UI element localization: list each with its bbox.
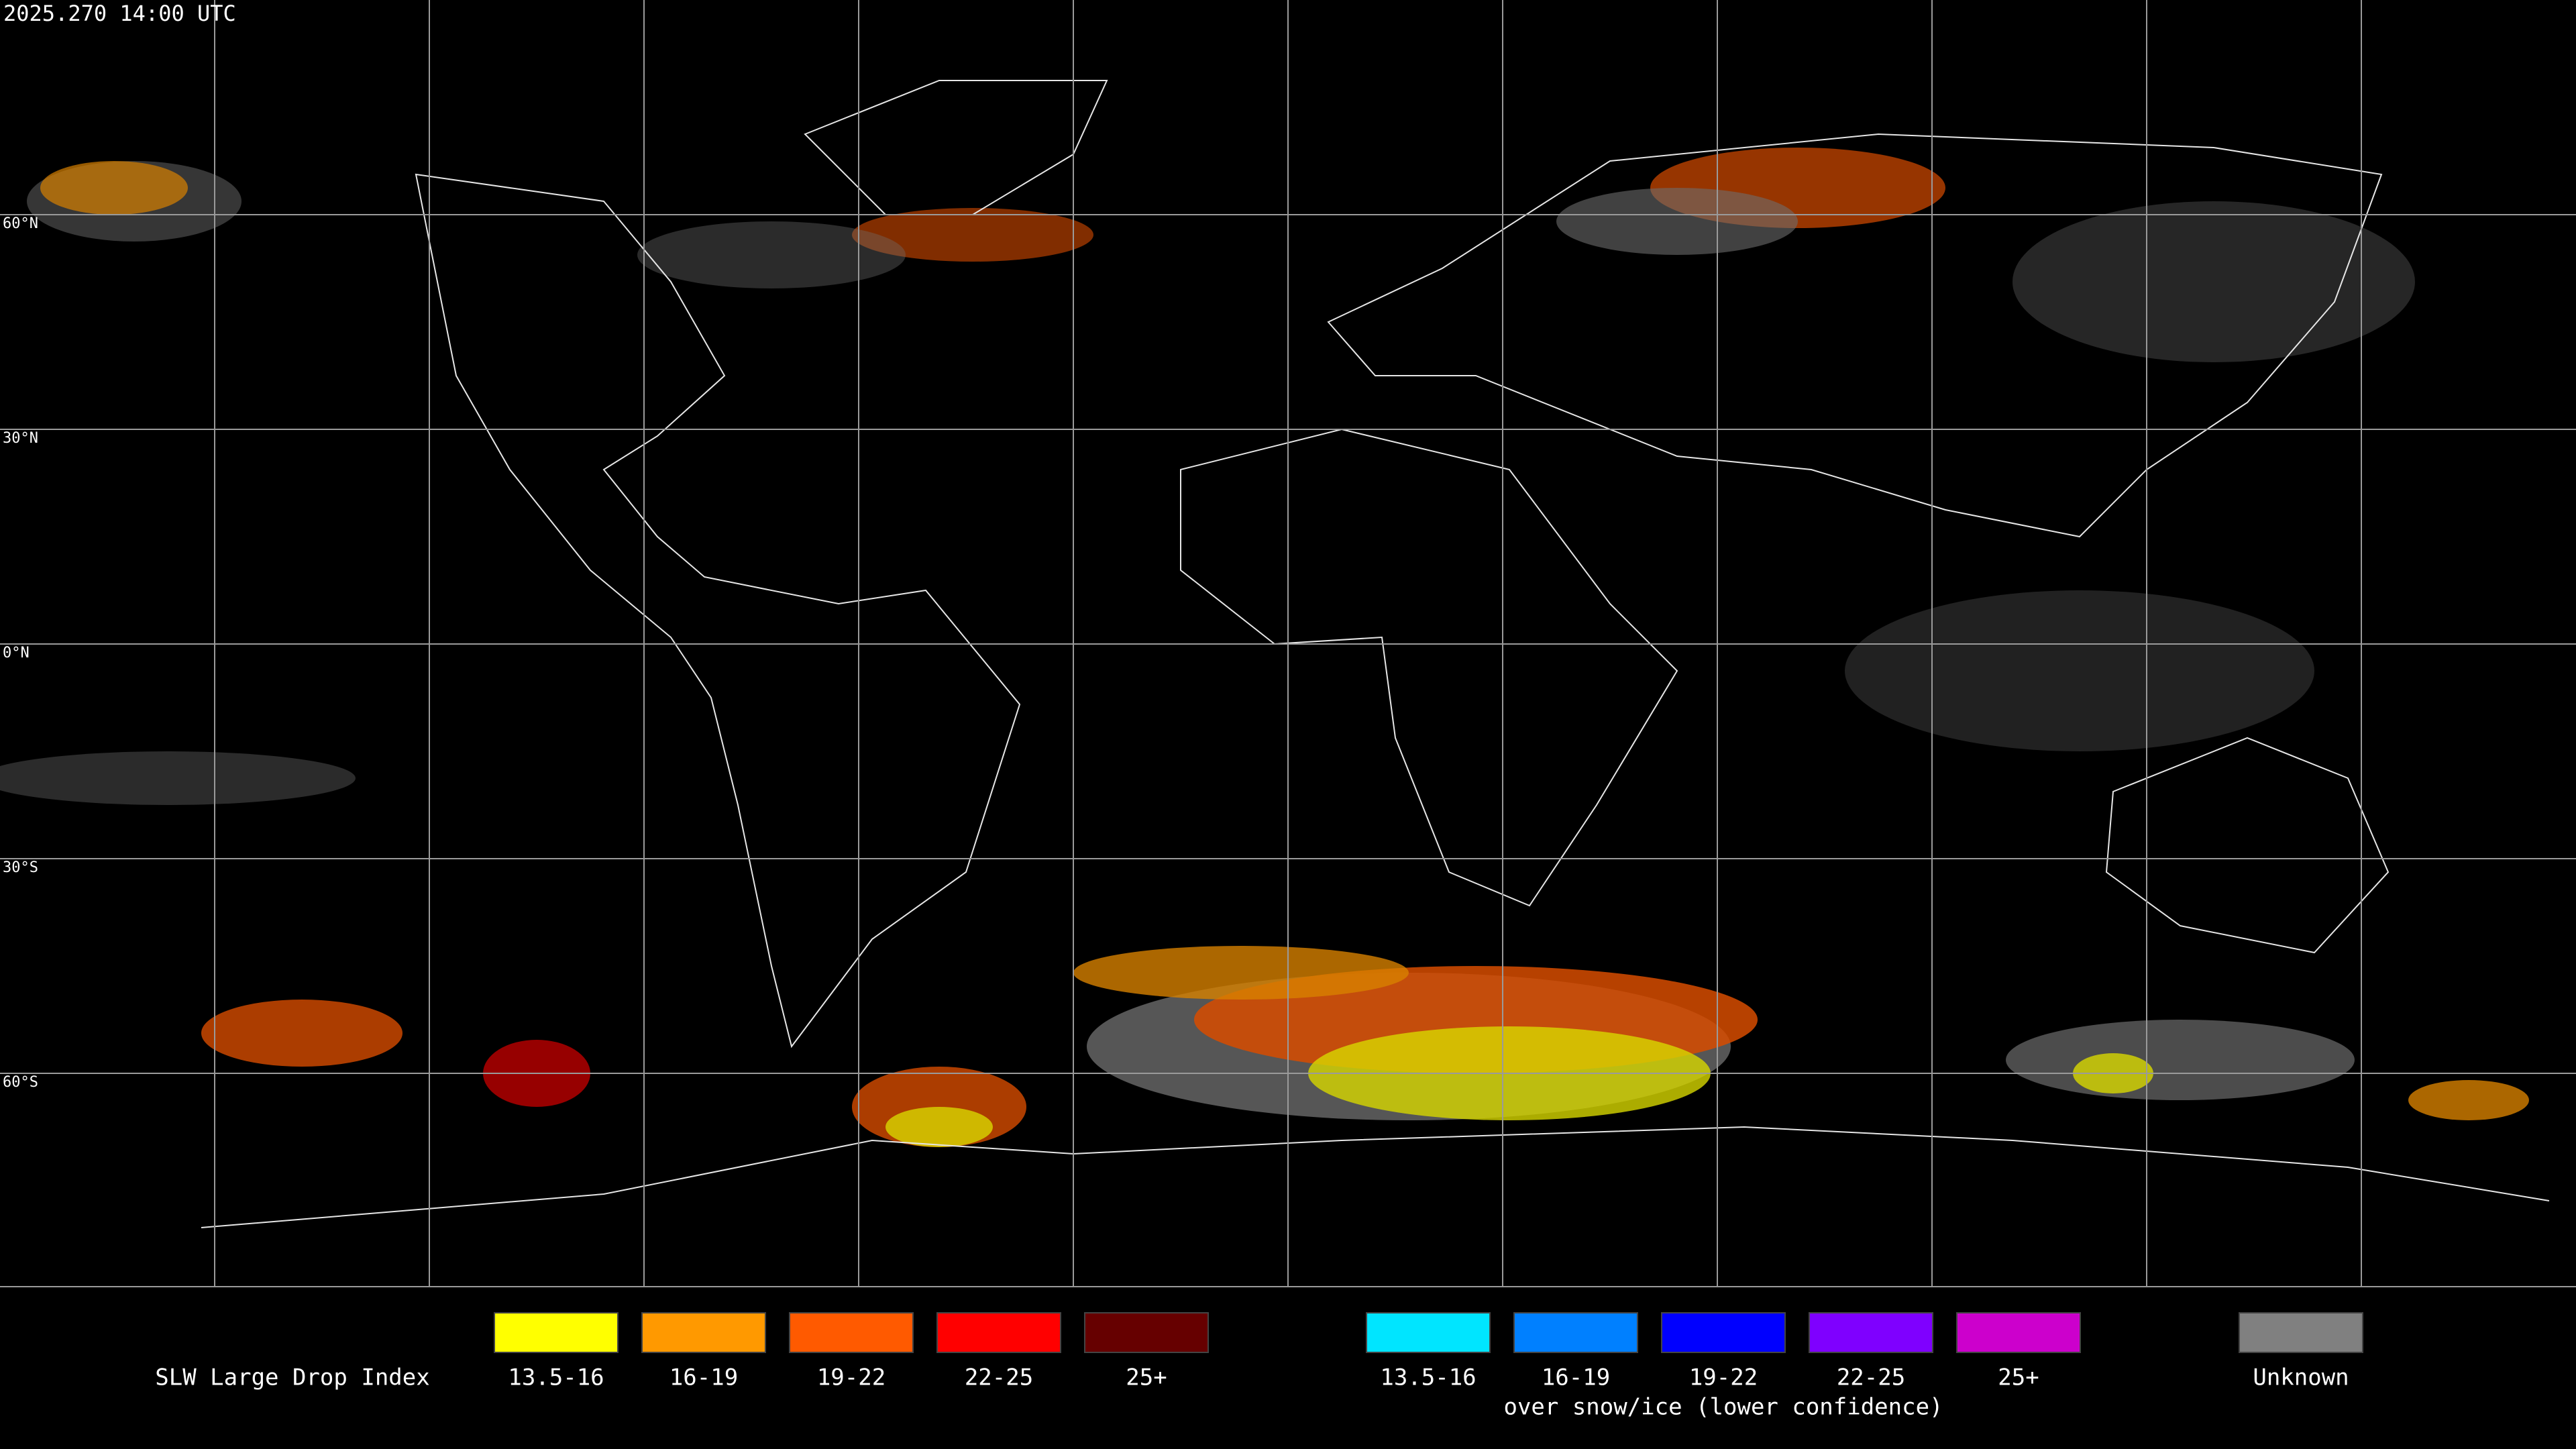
legend-label: 19-22: [817, 1364, 885, 1391]
imagery: [0, 148, 2529, 1147]
latitude-label: 0°N: [3, 645, 30, 661]
latitude-label: 30°S: [3, 859, 38, 876]
map: 60°N 30°N 0°N 30°S 60°S: [0, 0, 2576, 1287]
legend-swatch: [1366, 1312, 1491, 1353]
legend-swatch: [1513, 1312, 1638, 1353]
legend-label: 22-25: [1837, 1364, 1905, 1391]
legend-label: 25+: [1998, 1364, 2039, 1391]
graticule: 60°N 30°N 0°N 30°S 60°S: [0, 0, 2576, 1287]
latitude-label: 30°N: [3, 430, 38, 447]
legend-label: Unknown: [2253, 1364, 2349, 1391]
legend-label: 16-19: [1542, 1364, 1610, 1391]
legend-label: 16-19: [669, 1364, 738, 1391]
legend-label: 25+: [1126, 1364, 1167, 1391]
legend-swatch: [789, 1312, 914, 1353]
legend-title: SLW Large Drop Index: [155, 1364, 429, 1391]
legend-swatch: [641, 1312, 766, 1353]
timestamp: 2025.270 14:00 UTC: [3, 1, 236, 26]
legend-label: 22-25: [965, 1364, 1033, 1391]
legend-swatch: [1956, 1312, 2081, 1353]
legend: SLW Large Drop Index 13.5-16 16-19 19-22 22…: [155, 1312, 2363, 1421]
legend-note: over snow/ice (lower confidence): [1503, 1394, 1943, 1421]
legend-swatch: [494, 1312, 619, 1353]
legend-label: 13.5-16: [1380, 1364, 1476, 1391]
legend-swatch: [936, 1312, 1061, 1353]
legend-swatch: [1809, 1312, 1933, 1353]
legend-label: 13.5-16: [508, 1364, 604, 1391]
latitude-label: 60°S: [3, 1074, 38, 1091]
latitude-label: 60°N: [3, 215, 38, 232]
legend-swatch: [2239, 1312, 2363, 1353]
legend-swatch: [1084, 1312, 1209, 1353]
legend-swatch: [1661, 1312, 1786, 1353]
legend-label: 19-22: [1689, 1364, 1758, 1391]
